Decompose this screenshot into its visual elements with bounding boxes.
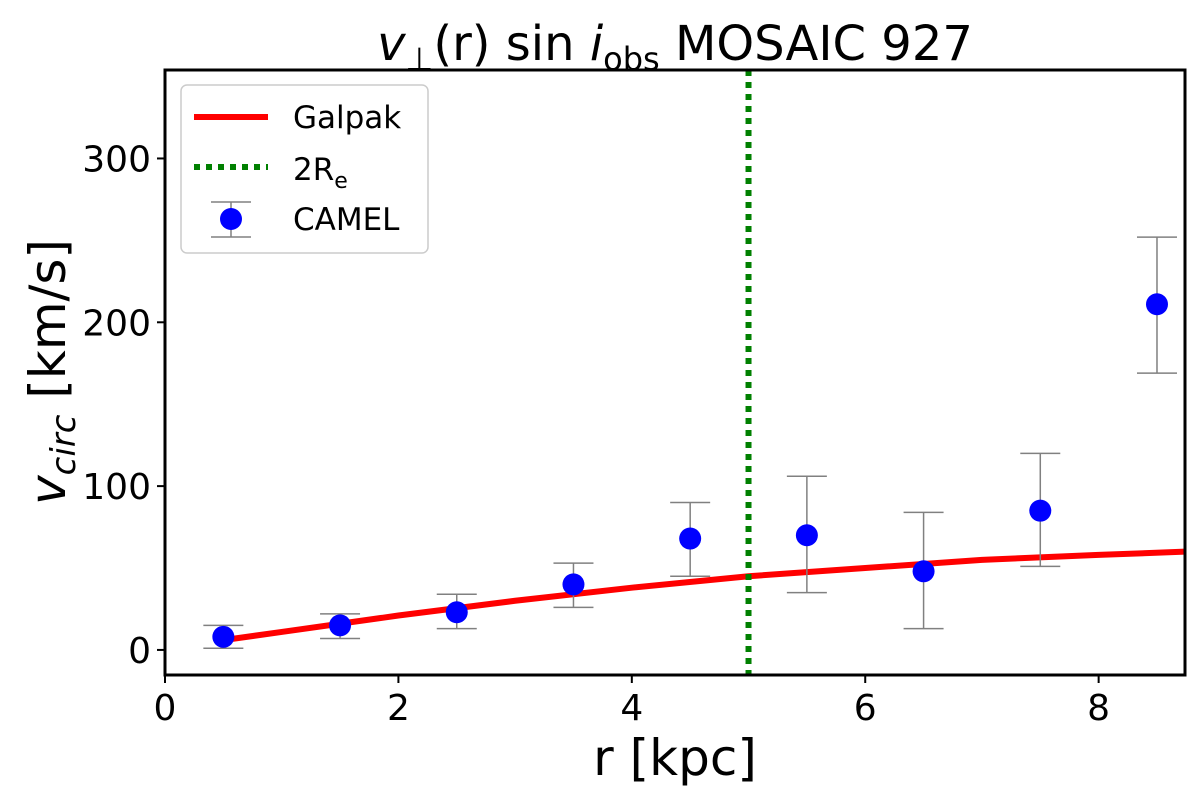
chart-title: v⊥(r) sin iobs MOSAIC 927 xyxy=(377,16,973,78)
x-axis-label: r [kpc] xyxy=(593,729,757,787)
camel-point xyxy=(562,573,585,596)
camel-point xyxy=(329,614,352,637)
y-tick-label: 100 xyxy=(82,467,151,508)
y-tick-label: 300 xyxy=(82,139,151,180)
y-axis-label: vcirc [km/s] xyxy=(19,239,84,505)
camel-point xyxy=(212,625,235,648)
y-tick-label: 200 xyxy=(82,303,151,344)
camel-point xyxy=(795,524,818,547)
x-tick-label: 2 xyxy=(387,688,410,729)
camel-point xyxy=(1145,293,1168,316)
x-tick-label: 0 xyxy=(154,688,177,729)
legend-galpak-label: Galpak xyxy=(293,100,401,136)
x-tick-label: 6 xyxy=(854,688,877,729)
camel-point xyxy=(445,601,468,624)
axes-frame xyxy=(163,68,1187,677)
legend-camel-label: CAMEL xyxy=(293,202,400,238)
y-tick-label: 0 xyxy=(128,631,151,672)
legend-box xyxy=(180,84,429,254)
legend-camel-swatch xyxy=(211,201,251,238)
camel-point xyxy=(679,527,702,550)
x-tick-label: 4 xyxy=(620,688,643,729)
camel-point xyxy=(912,560,935,583)
x-tick-label: 8 xyxy=(1087,688,1110,729)
camel-point xyxy=(1029,499,1052,522)
legend: Galpak 2Re CAMEL xyxy=(180,84,429,254)
legend-re-label: 2Re xyxy=(293,152,348,194)
